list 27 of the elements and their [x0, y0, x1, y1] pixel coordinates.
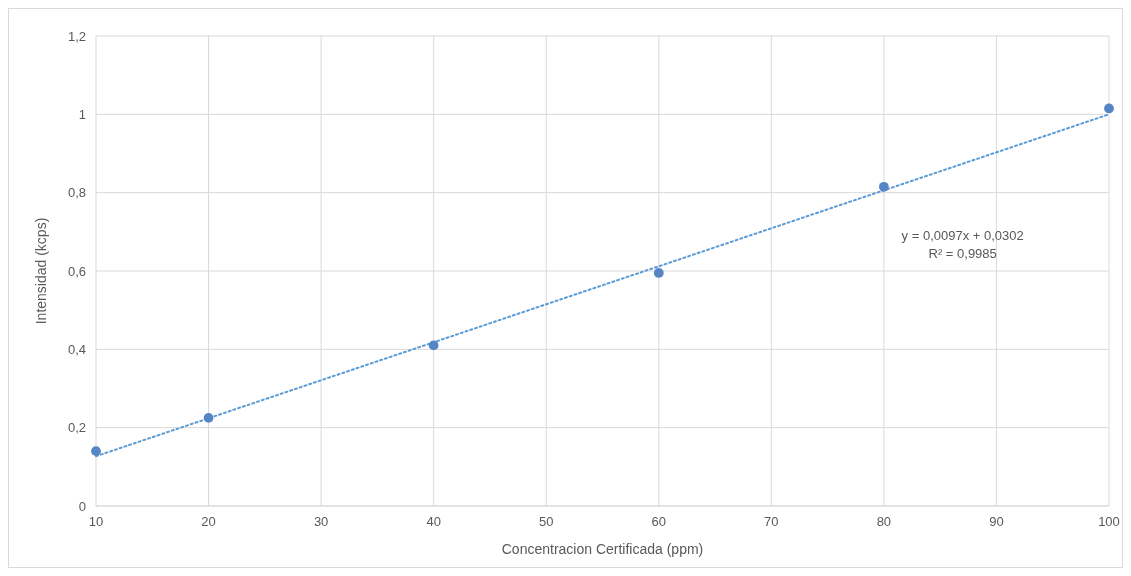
y-tick-label: 0,4	[67, 341, 86, 357]
y-axis-title: Intensidad (kcps)	[33, 217, 49, 325]
x-tick-label: 20	[201, 514, 216, 529]
x-tick-label: 50	[538, 514, 554, 529]
y-tick-label: 1	[78, 106, 86, 122]
point	[653, 268, 664, 278]
x-tick-label: 70	[764, 514, 779, 529]
x-tick-label: 10	[88, 514, 104, 529]
point	[879, 181, 889, 192]
x-tick-label: 30	[313, 514, 329, 529]
y-tick-label: 0,8	[67, 185, 86, 201]
y-tick-label: 0,6	[67, 263, 86, 279]
point	[203, 413, 214, 423]
x-tick-label: 60	[651, 514, 667, 529]
point	[91, 446, 101, 457]
annotation: y = 0,0097x + 0,0302	[901, 227, 1024, 243]
y-tick-label: 0,2	[67, 420, 86, 436]
x-tick-label: 100	[1098, 514, 1120, 529]
x-axis-title: Concentracion Certificada (ppm)	[501, 541, 704, 557]
x-tick-label: 80	[876, 514, 892, 529]
annotation: R² = 0,9985	[928, 245, 997, 261]
y-tick-label: 0	[78, 498, 86, 514]
x-tick-label: 40	[426, 514, 441, 529]
point	[428, 340, 439, 351]
y-tick-label: 1,2	[67, 28, 86, 44]
x-tick-label: 90	[989, 514, 1004, 529]
point	[1104, 103, 1114, 114]
